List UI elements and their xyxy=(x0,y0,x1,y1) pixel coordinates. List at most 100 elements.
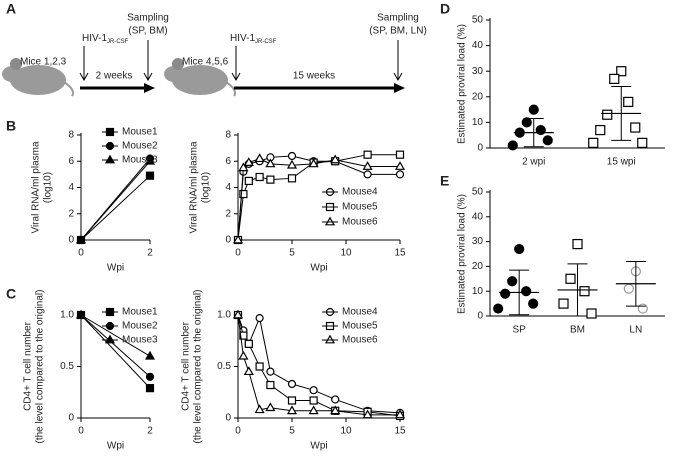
panel-label: D xyxy=(440,1,450,17)
marker-circle xyxy=(514,243,525,255)
marker-triangle xyxy=(243,157,254,166)
x-tick-label: LN xyxy=(629,325,642,336)
x-tick-label: 10 xyxy=(340,248,352,259)
legend-marker xyxy=(104,154,116,164)
marker-triangle xyxy=(238,162,249,172)
marker-circle xyxy=(331,395,340,404)
y-tick-label: 2 xyxy=(68,208,74,219)
mouse-icon xyxy=(164,58,236,97)
sampling-label: (SP, BM) xyxy=(128,26,167,37)
y-tick-label: 6 xyxy=(68,156,74,167)
marker-circle xyxy=(309,386,318,395)
marker-square xyxy=(595,124,606,136)
marker-square xyxy=(395,150,405,159)
legend-marker xyxy=(324,216,336,226)
marker-triangle xyxy=(330,405,341,415)
marker-square xyxy=(588,137,599,148)
marker-square xyxy=(602,109,613,120)
sampling-label: Sampling xyxy=(127,13,169,24)
marker-triangle xyxy=(286,405,298,415)
series-line xyxy=(80,314,151,378)
y-tick-label: 1.0 xyxy=(60,310,74,321)
mice-label: Mice 1,2,3 xyxy=(20,57,67,68)
marker-triangle xyxy=(75,309,87,319)
marker-square xyxy=(579,286,590,297)
y-tick-label: 40 xyxy=(472,211,484,222)
y-axis-label: (log10) xyxy=(43,172,54,203)
x-tick-label: 5 xyxy=(289,248,295,259)
x-tick-label: 10 xyxy=(340,426,352,437)
y-tick-label: 0 xyxy=(477,311,483,322)
panel-label: A xyxy=(6,1,16,17)
infection-label: HIV-1JR-CSF xyxy=(230,33,277,45)
marker-square xyxy=(255,362,264,371)
x-tick-label: SP xyxy=(512,325,526,336)
marker-triangle xyxy=(308,405,319,415)
timeline-arrow xyxy=(80,83,405,93)
series-line xyxy=(237,314,400,416)
legend-label: Mouse1 xyxy=(122,127,158,138)
marker-triangle xyxy=(144,155,156,165)
marker-circle xyxy=(363,170,372,179)
marker-triangle xyxy=(254,404,265,414)
marker-square xyxy=(565,273,576,284)
marker-circle xyxy=(287,379,297,389)
legend-label: Mouse4 xyxy=(342,307,378,318)
x-tick-label: 2 xyxy=(147,426,153,437)
marker-circle xyxy=(521,286,532,297)
marker-triangle xyxy=(265,402,276,412)
marker-square xyxy=(255,172,264,182)
y-axis-label: Estimated proviral load (%) xyxy=(457,194,468,314)
marker-circle xyxy=(623,283,634,294)
sampling-label: (SP, BM, LN) xyxy=(369,26,427,37)
marker-square xyxy=(239,331,248,340)
legend-label: Mouse5 xyxy=(342,321,378,332)
y-tick-label: 0 xyxy=(225,235,231,246)
y-axis-label: Viral RNA/ml plasma xyxy=(31,141,42,233)
marker-square xyxy=(309,396,318,405)
series-line xyxy=(237,154,400,241)
legend-label: Mouse1 xyxy=(122,307,158,318)
infection-text: HIV-1 xyxy=(82,33,107,44)
marker-square xyxy=(609,73,620,84)
marker-square xyxy=(363,150,372,159)
y-tick-label: 0 xyxy=(477,143,483,154)
series-line xyxy=(80,314,151,357)
legend-label: Mouse4 xyxy=(342,187,378,198)
mouse-icon xyxy=(2,58,74,97)
x-tick-label: 5 xyxy=(289,426,295,437)
marker-triangle xyxy=(243,366,254,376)
legend-label: Mouse2 xyxy=(122,321,158,332)
y-tick-label: 2 xyxy=(225,208,231,219)
marker-circle xyxy=(493,303,504,314)
marker-square xyxy=(586,308,597,319)
marker-square xyxy=(287,174,297,183)
marker-circle xyxy=(287,151,297,161)
y-tick-label: 0.5 xyxy=(217,361,231,372)
marker-square xyxy=(558,298,569,309)
marker-square xyxy=(244,339,253,348)
y-tick-label: 40 xyxy=(472,40,484,51)
marker-triangle xyxy=(232,234,244,244)
x-axis-label: Wpi xyxy=(107,263,124,274)
y-tick-label: 0.5 xyxy=(60,361,74,372)
y-tick-label: 1.0 xyxy=(217,310,231,321)
marker-triangle xyxy=(308,158,319,168)
x-axis-label: Wpi xyxy=(310,441,327,452)
y-tick-label: 8 xyxy=(68,130,74,141)
marker-circle xyxy=(500,288,511,299)
y-tick-label: 20 xyxy=(472,261,484,272)
marker-triangle xyxy=(362,161,373,170)
marker-triangle xyxy=(75,234,87,244)
marker-circle xyxy=(637,303,648,314)
x-tick-label: 0 xyxy=(235,248,241,259)
y-axis-label: Viral RNA/ml plasma xyxy=(189,141,200,233)
marker-triangle xyxy=(144,350,156,360)
marker-circle xyxy=(528,104,539,115)
marker-circle xyxy=(542,135,553,146)
marker-triangle xyxy=(232,309,244,319)
marker-triangle xyxy=(254,153,265,163)
y-tick-label: 10 xyxy=(472,117,484,128)
y-tick-label: 6 xyxy=(225,156,231,167)
